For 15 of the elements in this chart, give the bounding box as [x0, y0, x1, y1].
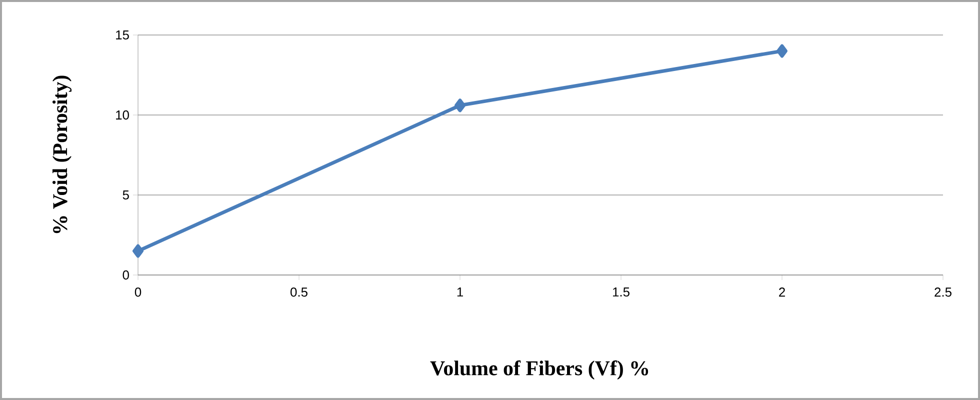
point — [132, 244, 144, 258]
y-tick-label: 10 — [116, 110, 129, 120]
x-tick-label: 0 — [134, 288, 142, 297]
point — [454, 98, 466, 112]
x-tick-label: 1.5 — [612, 288, 630, 297]
x-tick-label: 1 — [457, 288, 463, 296]
y-tick-label: 5 — [122, 190, 129, 200]
x-tick-label: 0.5 — [290, 288, 308, 297]
y-axis-title: % Void (Porosity) — [52, 76, 72, 234]
point — [776, 44, 788, 58]
x-tick-label: 2.5 — [934, 288, 952, 297]
x-axis-title: Volume of Fibers (Vf) % — [430, 360, 648, 380]
y-tick-label: 15 — [116, 30, 129, 40]
y-tick-label: 0 — [122, 270, 129, 280]
x-tick-label: 2 — [779, 288, 785, 297]
